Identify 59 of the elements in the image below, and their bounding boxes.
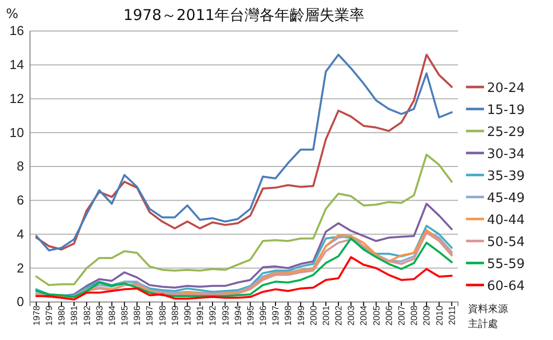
line-series [35, 256, 453, 300]
legend-label: 55-59 [487, 257, 525, 272]
legend-label: 35-39 [487, 169, 525, 184]
x-tick-label: 2001 [320, 306, 331, 326]
x-tick-label: 1999 [296, 306, 306, 326]
text: 資料來源 [468, 303, 508, 315]
x-tick-label: 2003 [346, 306, 356, 326]
x-tick-label: 1994 [232, 306, 243, 326]
x-tick-label: 2009 [422, 306, 432, 326]
x-tick-label: 1986 [132, 306, 142, 326]
x-tick-label: 1983 [94, 306, 104, 326]
x-tick-label: 1998 [283, 306, 294, 326]
x-tick-label: 1980 [56, 306, 67, 326]
x-tick-label: 1988 [157, 306, 168, 326]
x-tick-label: 1997 [270, 306, 281, 326]
x-tick-label: 1989 [170, 306, 180, 326]
x-tick-label: 2005 [371, 306, 382, 326]
x-tick-label: 2007 [396, 306, 407, 326]
x-tick-label: 1978 [31, 306, 42, 326]
line-series [35, 154, 453, 286]
y-tick-label: 16 [10, 23, 24, 38]
x-tick-label: 1995 [245, 306, 256, 326]
x-tick-label: 1979 [44, 306, 54, 326]
x-tick-label: 2006 [384, 306, 394, 326]
y-tick-label: 4 [16, 226, 24, 242]
y-tick-label: 6 [16, 192, 24, 208]
legend-label: 20-24 [487, 81, 525, 96]
x-tick-label: 1996 [258, 306, 268, 326]
x-tick-label: 1993 [220, 306, 230, 326]
legend-label: 15-19 [487, 103, 525, 118]
x-tick-label: 1984 [106, 306, 117, 326]
x-tick-label: 2011 [446, 306, 457, 325]
y-tick-label: 8 [16, 158, 24, 174]
x-tick-label: 1987 [144, 306, 155, 326]
legend-label: 30-34 [487, 147, 525, 162]
y-tick-label: 12 [10, 90, 24, 106]
y-tick-label: 0 [16, 294, 24, 310]
x-tick-label: 1981 [69, 306, 80, 326]
y-tick-label: 10 [10, 124, 24, 140]
y-tick-label: 14 [10, 57, 24, 72]
x-tick-label: 1990 [182, 306, 193, 326]
x-tick-label: 2010 [434, 306, 444, 326]
chart-title: 1978～2011年台灣各年齡層失業率 [123, 6, 365, 24]
legend-label: 60-64 [487, 279, 525, 294]
y-tick-label: 2 [16, 260, 24, 276]
x-tick-label: 1992 [208, 306, 218, 326]
x-tick-label: 1991 [195, 306, 206, 326]
x-tick-label: 2004 [358, 306, 369, 326]
text: 主計處 [468, 318, 498, 330]
x-tick-label: 1985 [120, 306, 130, 326]
x-tick-label: 2002 [334, 306, 344, 326]
x-tick-label: 1982 [82, 306, 92, 326]
y-axis-title: % [6, 7, 18, 22]
legend-label: 25-29 [487, 125, 525, 140]
x-tick-label: 2008 [409, 306, 420, 326]
legend-label: 40-44 [487, 213, 525, 228]
x-tick-label: 2000 [308, 306, 318, 326]
legend-label: 45-49 [487, 191, 525, 206]
legend-label: 50-54 [487, 235, 525, 250]
